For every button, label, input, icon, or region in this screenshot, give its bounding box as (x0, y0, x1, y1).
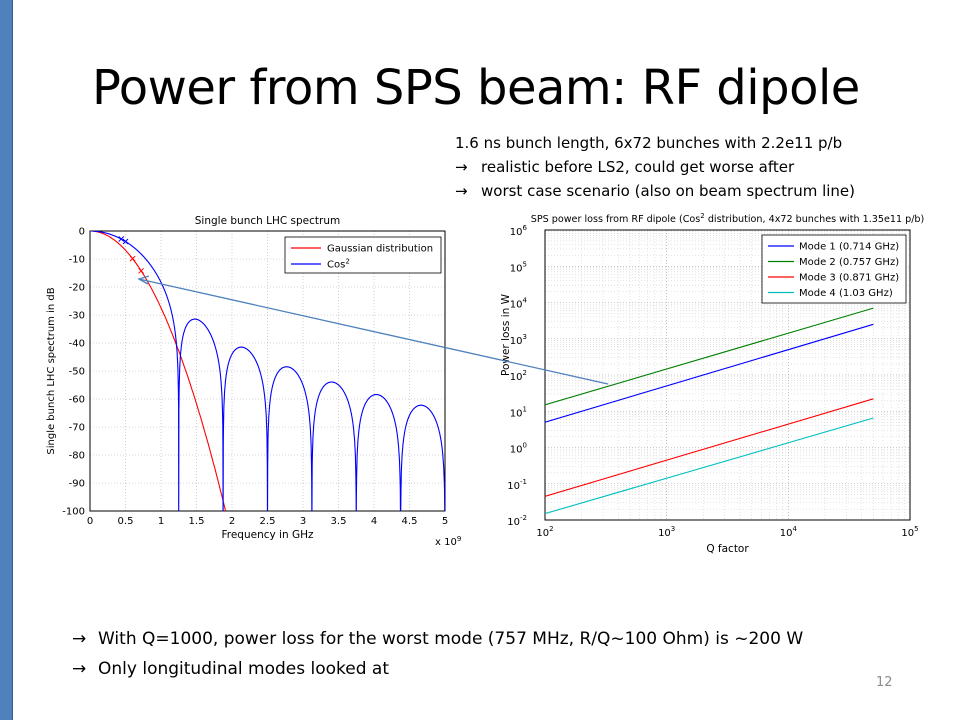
y-tick-label: -80 (69, 451, 85, 462)
x-tick-exponent: 2 (549, 525, 553, 533)
series-mode-2-line (545, 307, 874, 406)
y-tick-label: -70 (69, 423, 85, 434)
legend-label-superscript: 2 (345, 258, 349, 266)
x-tick-label: 0.5 (118, 516, 134, 527)
y-tick-exponent: 2 (523, 369, 527, 377)
legend-label-gaussian: Gaussian distribution (327, 244, 433, 255)
legend-label-mode-4: Mode 4 (1.03 GHz) (799, 288, 893, 299)
slide-title: Power from SPS beam: RF dipole (92, 60, 860, 116)
y-tick-label: 103 (510, 333, 527, 347)
x-tick-label: 2.5 (260, 516, 276, 527)
note-text-block: 1.6 ns bunch length, 6x72 bunches with 2… (455, 131, 855, 203)
data-marker (118, 236, 125, 242)
right-arrow-icon: → (455, 182, 468, 200)
y-tick-label: 104 (510, 297, 528, 311)
x-tick-exponent: 4 (792, 525, 797, 533)
bottom-line-1: → With Q=1000, power loss for the worst m… (72, 624, 803, 654)
series-mode-1-line (545, 323, 874, 423)
data-marker (129, 255, 136, 262)
y-axis-label: Single bunch LHC spectrum in dB (46, 287, 57, 454)
power-loss-chart: 102 103 104 10510-210-110010110210310410510… (500, 212, 925, 555)
y-tick-label: -40 (69, 339, 85, 350)
y-tick-label: -10 (69, 255, 85, 266)
y-tick-exponent: 6 (523, 224, 528, 232)
x-tick-label: 103 (658, 525, 675, 539)
x-axis-multiplier: x 109 (435, 535, 461, 548)
x-tick-label: 1.5 (189, 516, 205, 527)
data-marker (122, 238, 129, 245)
y-tick-exponent: -1 (520, 478, 527, 486)
x-axis-label: Frequency in GHz (221, 529, 314, 541)
y-tick-label: 10-1 (507, 478, 527, 492)
data-marker (138, 267, 144, 274)
y-tick-label: 10-2 (507, 514, 527, 528)
y-tick-label: 102 (510, 369, 527, 383)
y-tick-exponent: 3 (523, 333, 527, 341)
x-axis-multiplier-exponent: 9 (457, 535, 461, 543)
series-mode-3-line (545, 398, 874, 497)
chart-title: Single bunch LHC spectrum (195, 215, 340, 227)
y-tick-label: -50 (69, 367, 85, 378)
y-tick-exponent: 5 (523, 260, 527, 268)
legend-box (284, 236, 442, 274)
chart-title-rest: distribution, 4x72 bunches with 1.35e11 … (705, 214, 925, 225)
legend-label-mode-3: Mode 3 (0.871 GHz) (799, 273, 899, 284)
note-line-1: 1.6 ns bunch length, 6x72 bunches with 2… (455, 134, 843, 152)
x-tick-exponent: 3 (671, 525, 675, 533)
x-tick-label: 4.5 (402, 516, 418, 527)
x-tick-exponent: 5 (914, 525, 918, 533)
right-arrow-icon: → (72, 629, 87, 649)
slide-left-accent-bar (0, 0, 13, 720)
y-tick-label: 105 (510, 260, 527, 274)
y-tick-label: -60 (69, 395, 85, 406)
x-tick-label: 3.5 (331, 516, 347, 527)
y-tick-label: 0 (79, 227, 85, 238)
x-tick-label: 0 (87, 516, 93, 527)
x-tick-label: 3 (300, 516, 306, 527)
page-number: 12 (876, 675, 893, 690)
y-tick-label: 106 (510, 224, 528, 238)
bottom-line-2: → Only longitudinal modes looked at (72, 654, 803, 684)
x-tick-label: 2 (229, 516, 235, 527)
y-tick-label: 100 (510, 442, 527, 456)
x-tick-label: 105 (901, 525, 918, 539)
legend-label-cos2: Cos2 (327, 258, 350, 271)
y-tick-exponent: 4 (523, 297, 528, 305)
legend-label-mode-1: Mode 1 (0.714 GHz) (799, 242, 899, 253)
y-tick-label: 101 (510, 405, 527, 419)
x-tick-label: 4 (371, 516, 377, 527)
y-tick-label: -100 (62, 507, 85, 518)
right-arrow-icon: → (455, 158, 468, 176)
chart-title: SPS power loss from RF dipole (Cos2 dist… (531, 212, 925, 225)
x-tick-label: 1 (158, 516, 164, 527)
spectrum-chart: 0 0.5 1 1.5 2 2.5 3 3.5 4 4.5 5 0 -10 -20 -30 -40 -50 -60… (46, 215, 461, 548)
bottom-text-block: → With Q=1000, power loss for the worst m… (72, 624, 803, 684)
note-line-2: → realistic before LS2, could get worse a… (455, 155, 855, 179)
y-tick-exponent: -2 (520, 514, 527, 522)
y-axis-label: Power loss in W (500, 293, 512, 376)
series-mode-4-line (545, 417, 874, 515)
chart-title-superscript: 2 (700, 212, 704, 220)
right-arrow-icon: → (72, 659, 87, 679)
x-tick-label: 104 (780, 525, 798, 539)
y-tick-exponent: 0 (523, 442, 527, 450)
y-tick-label: -30 (69, 311, 85, 322)
x-axis-label: Q factor (706, 543, 749, 555)
x-tick-label: 102 (536, 525, 553, 539)
y-tick-exponent: 1 (523, 405, 527, 413)
series-cos2-line (90, 231, 445, 511)
legend-label-mode-2: Mode 2 (0.757 GHz) (799, 257, 899, 268)
y-tick-label: -90 (69, 479, 85, 490)
x-tick-label: 5 (442, 516, 448, 527)
note-line-3: → worst case scenario (also on beam spect… (455, 179, 855, 203)
y-tick-label: -20 (69, 283, 85, 294)
